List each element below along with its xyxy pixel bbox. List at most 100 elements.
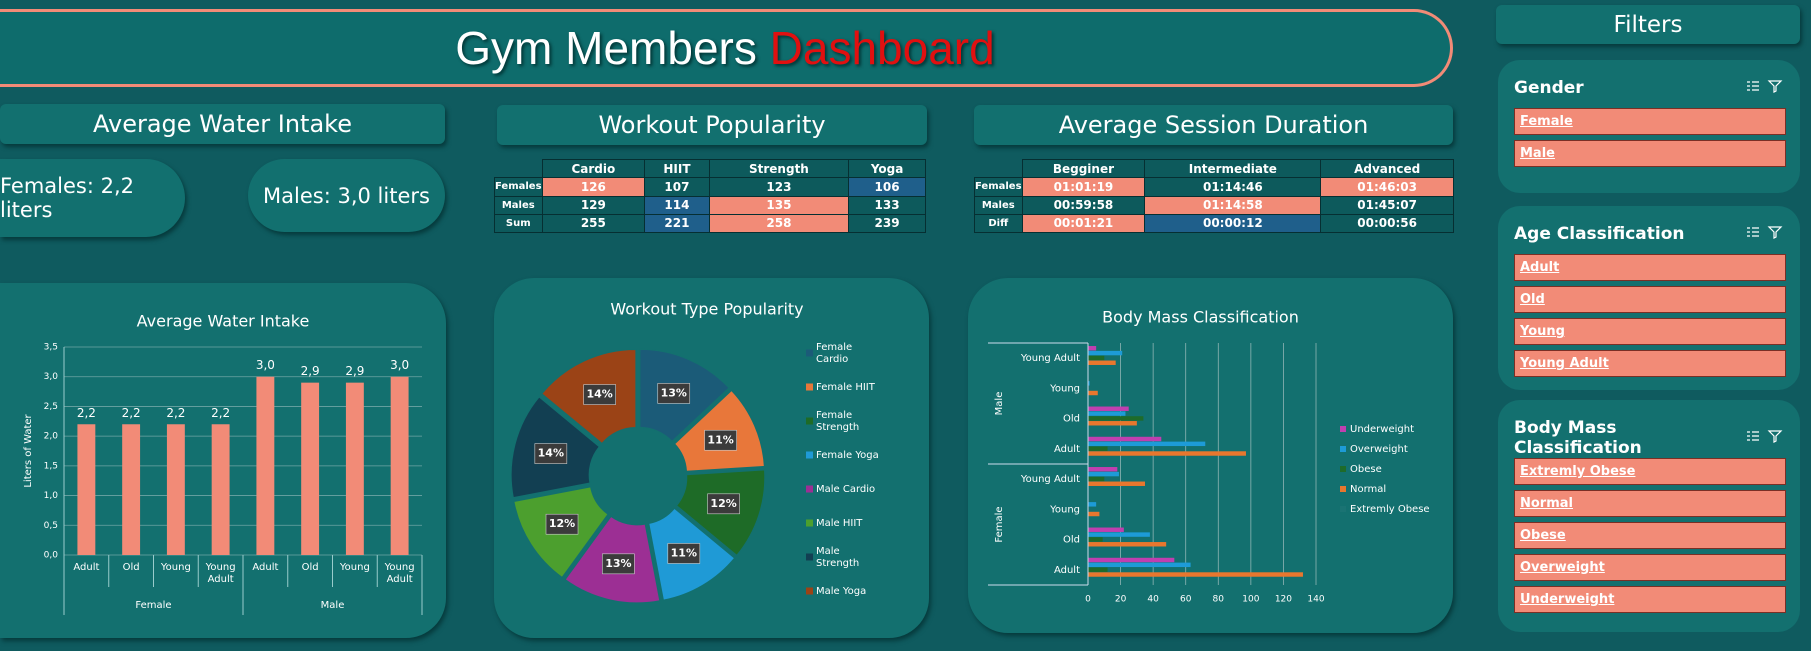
label-box bbox=[667, 543, 701, 564]
title-highlight: Dashboard bbox=[769, 22, 995, 74]
bar bbox=[1088, 542, 1167, 547]
label-box bbox=[704, 429, 737, 451]
legend-swatch bbox=[1340, 446, 1346, 452]
slicer-item[interactable]: Underweight bbox=[1514, 586, 1786, 613]
x-tick-label-box: Adult bbox=[252, 562, 278, 573]
table-cell: 114 bbox=[644, 195, 710, 215]
slicer-item[interactable]: Male bbox=[1514, 140, 1786, 167]
slicer-header: Body Mass Classification bbox=[1514, 418, 1786, 458]
x-tick-label-box: Young bbox=[340, 562, 370, 573]
chart-panel: Workout Type Popularity 13% Female Cardio 1… bbox=[494, 278, 929, 638]
column-header: Strength bbox=[708, 158, 850, 179]
legend-label-box: Male Strength bbox=[816, 544, 882, 572]
value-label: 2,2 bbox=[211, 406, 230, 420]
table-cell: 258 bbox=[708, 213, 850, 234]
y-tick-label: Adult bbox=[1054, 565, 1080, 576]
legend-label-wrap: Male Cardio bbox=[816, 476, 882, 504]
bar bbox=[1088, 390, 1098, 396]
title: Gym Members bbox=[455, 22, 757, 74]
label-box bbox=[657, 383, 691, 404]
slicer-item[interactable]: Overweight bbox=[1514, 554, 1786, 581]
table-cell: 239 bbox=[848, 213, 926, 234]
table-container: Cardio HIIT Strength Yoga Females 126 107 123 10… bbox=[494, 158, 926, 234]
table-cell: 106 bbox=[848, 177, 926, 197]
legend-label-wrap: Male Strength bbox=[816, 544, 882, 572]
y-axis-label: Liters of Water bbox=[23, 413, 34, 487]
corner-cell bbox=[494, 159, 543, 178]
slicer-item[interactable]: Young bbox=[1514, 318, 1786, 345]
data-table: Cardio HIIT Strength Yoga Females 126 107 123 10… bbox=[494, 158, 926, 234]
chart-title: Average Water Intake bbox=[137, 312, 310, 331]
bar bbox=[1088, 416, 1144, 421]
chart-title: Workout Type Popularity bbox=[610, 300, 803, 319]
bar bbox=[1088, 421, 1137, 426]
slicer-icons bbox=[1747, 430, 1783, 443]
legend-label-box: Male Cardio bbox=[816, 476, 882, 504]
bar bbox=[1088, 532, 1150, 537]
water-card: Females: 2,2 liters bbox=[0, 159, 185, 237]
column-header: Intermediate bbox=[1144, 158, 1322, 179]
value-label: 14% bbox=[538, 447, 564, 460]
y-tick-label: 1,0 bbox=[44, 491, 59, 501]
slicer-icons bbox=[1746, 78, 1786, 98]
x-tick-label: 20 bbox=[1115, 595, 1127, 605]
value-label: 11% bbox=[707, 433, 733, 446]
legend-label-box: Female Cardio bbox=[816, 340, 882, 368]
bar bbox=[1088, 527, 1124, 532]
chart: Workout Type Popularity 13% Female Cardio 1… bbox=[510, 300, 882, 604]
value-label: 2,9 bbox=[301, 364, 320, 378]
bar bbox=[1088, 406, 1129, 411]
group-label: Male bbox=[321, 600, 345, 611]
legend-label: Normal bbox=[1350, 484, 1386, 495]
header-row: Cardio HIIT Strength Yoga bbox=[494, 158, 926, 179]
clear-filter-icon[interactable] bbox=[1767, 430, 1783, 443]
table-row: Females 126 107 123 106 bbox=[494, 177, 926, 197]
corner-cell bbox=[974, 159, 1023, 178]
section-header: Average Water Intake bbox=[0, 104, 445, 144]
bar bbox=[1088, 467, 1118, 472]
slicer-title: Age Classification bbox=[1514, 224, 1685, 244]
chart: Body Mass Classification 0 20 40 60 80 100 120 1… bbox=[988, 308, 1430, 605]
legend-swatch bbox=[806, 383, 813, 391]
table-cell: 107 bbox=[644, 177, 710, 197]
multi-select-icon[interactable] bbox=[1747, 227, 1759, 237]
clear-filter-icon[interactable] bbox=[1767, 226, 1783, 239]
slicer-item[interactable]: Normal bbox=[1514, 490, 1786, 517]
y-tick-label: 3,5 bbox=[44, 343, 58, 353]
multi-select-icon[interactable] bbox=[1747, 431, 1759, 441]
x-tick-label-box: Old bbox=[123, 562, 140, 573]
column-header: HIIT bbox=[644, 158, 710, 179]
legend-swatch bbox=[806, 451, 813, 459]
slicer-item[interactable]: Obese bbox=[1514, 522, 1786, 549]
bar bbox=[1088, 502, 1097, 507]
table-cell: 135 bbox=[708, 195, 850, 215]
bar bbox=[1088, 436, 1162, 442]
table-row: Sum 255 221 258 239 bbox=[494, 213, 926, 234]
label-box bbox=[583, 384, 616, 405]
group-label: Male bbox=[994, 392, 1005, 416]
bar bbox=[390, 376, 409, 555]
slicer-item[interactable]: Adult bbox=[1514, 254, 1786, 281]
legend-swatch bbox=[806, 519, 813, 527]
legend-label-wrap: Female HIIT bbox=[816, 374, 882, 402]
column-header: Advanced bbox=[1320, 158, 1454, 179]
bar bbox=[345, 382, 364, 555]
multi-select-icon[interactable] bbox=[1747, 81, 1759, 91]
group-label: Female bbox=[135, 600, 171, 611]
legend-label: Male Strength bbox=[816, 546, 860, 569]
clear-filter-icon[interactable] bbox=[1767, 80, 1783, 93]
slicer-item[interactable]: Extremly Obese bbox=[1514, 458, 1786, 485]
table-cell: 133 bbox=[848, 195, 926, 215]
label-box bbox=[545, 513, 579, 535]
legend-label: Extremly Obese bbox=[1350, 504, 1430, 515]
slicer-item[interactable]: Young Adult bbox=[1514, 350, 1786, 377]
legend-label-wrap: Female Cardio bbox=[816, 340, 882, 368]
table-cell: 00:01:21 bbox=[1021, 213, 1146, 234]
value-label: 13% bbox=[605, 557, 631, 570]
y-tick-label: 1,5 bbox=[44, 461, 58, 471]
bar bbox=[301, 382, 320, 555]
legend-swatch bbox=[806, 587, 813, 595]
chart-title: Body Mass Classification bbox=[1102, 308, 1299, 327]
slicer-item[interactable]: Female bbox=[1514, 108, 1786, 135]
slicer-item[interactable]: Old bbox=[1514, 286, 1786, 313]
